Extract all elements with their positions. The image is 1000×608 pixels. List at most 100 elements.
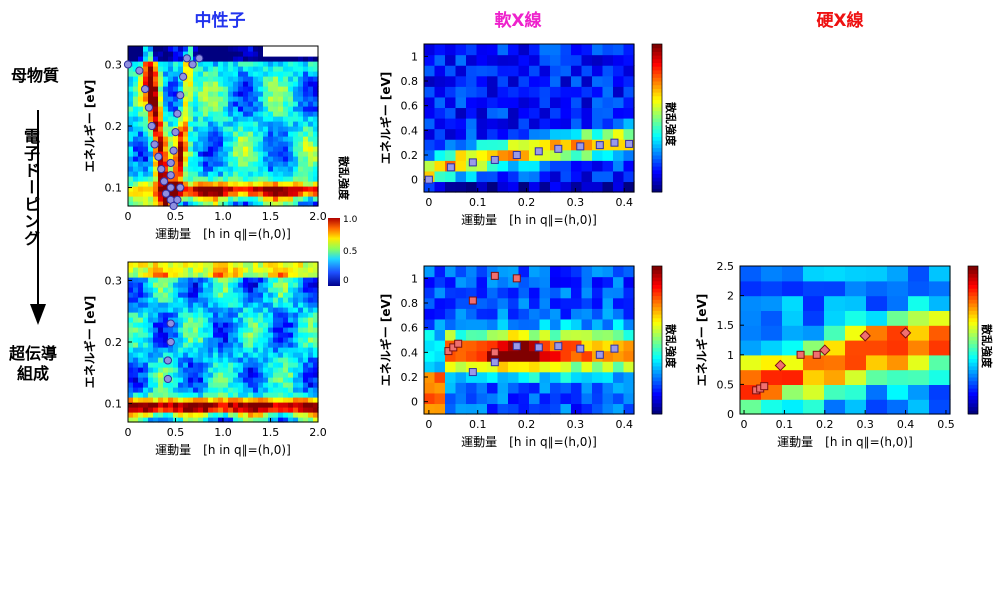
y-tick-label: 0.8 [401,297,419,310]
y-tick-label: 0.2 [105,336,123,349]
x-tick-label: 2.0 [309,210,327,223]
x-tick-label: 1.0 [214,210,232,223]
heatmap-cells [424,266,635,415]
data-point [169,146,178,155]
data-point-square [760,382,769,391]
x-tick-label: 0.4 [615,196,633,209]
y-axis-label: エネルギー [eV] [82,296,97,389]
x-tick-label: 0.2 [816,418,834,431]
neutron-colorbar: 散乱強度 1.0 0.5 0 [328,156,358,286]
data-point-red [490,271,499,280]
y-axis-label: エネルギー [eV] [694,294,709,387]
data-point [166,158,175,168]
data-point [160,177,169,186]
y-tick-label: 0.6 [401,100,419,113]
y-tick-label: 0.1 [105,398,123,411]
y-tick-label: 0.2 [401,371,419,384]
data-point [610,138,619,147]
chart-neutron-parent: 0 0.5 1.0 1.5 2.0 0.1 0.2 0.3 運動量 [h in q∥=(h,0)… [82,45,327,241]
data-point [173,195,182,204]
y-tick-label: 0.5 [717,378,735,391]
x-tick-label: 1.5 [262,210,280,223]
x-tick-label: 1.5 [262,426,280,439]
data-point [176,91,185,100]
y-axis-label: エネルギー [eV] [378,294,393,387]
data-point [147,121,156,131]
x-tick-label: 0.3 [567,418,585,431]
column-title-hard-xray: 硬X線 [816,11,864,31]
x-tick-label: 0.4 [615,418,633,431]
y-tick-label: 0 [411,174,418,187]
data-point [163,374,173,384]
chart-hard-sc: 0 0.1 0.2 0.3 0.4 0.5 0 0.5 1 1.5 2 2.5 運動量 [h in q∥… [694,260,994,449]
y-tick-label: 0.2 [105,120,123,133]
colorbar-title: 散乱強度 [337,156,351,201]
data-point [166,337,175,347]
data-point-diamond [859,330,871,342]
x-axis-label: 運動量 [h in q∥=(h,0)] [461,435,597,449]
y-tick-label: 1.5 [717,319,735,332]
data-point-blue [490,358,499,367]
chart-soft-sc: 0 0.1 0.2 0.3 0.4 0 0.2 0.4 0.6 0.8 1 運動量 [h in q∥=… [378,265,678,449]
data-point [512,151,521,159]
y-axis-label: エネルギー [eV] [378,72,393,165]
x-axis-label: 運動量 [h in q∥=(h,0)] [155,227,291,241]
x-tick-label: 0 [425,196,432,209]
row-label-doping: 電子ドーピング [21,128,40,247]
data-point [424,175,433,184]
colorbar-label: 散乱強度 [664,102,678,147]
colorbar-tick-1: 1.0 [343,215,358,225]
colorbar [968,266,978,415]
column-title-soft-xray: 軟X線 [494,11,542,31]
data-point [179,72,188,81]
column-title-neutron: 中性子 [194,11,246,31]
data-point-blue [554,342,563,351]
y-tick-label: 0 [727,408,734,421]
chart-neutron-sc: 0 0.5 1.0 1.5 2.0 0.1 0.2 0.3 運動量 [h in q∥=(h,0)… [82,261,327,457]
data-point [554,144,563,153]
plot-frame [739,265,951,415]
x-tick-label: 0.1 [776,418,794,431]
data-point-blue [595,350,604,359]
data-point [166,319,175,328]
data-point [166,183,175,192]
y-tick-label: 0.3 [105,58,123,71]
data-point [166,171,175,180]
y-tick-label: 0.8 [401,75,419,88]
data-point [490,155,499,164]
heatmap-cells [128,262,319,423]
data-point-blue [468,368,477,377]
data-point [157,164,166,174]
x-tick-label: 0 [125,426,132,439]
x-tick-label: 1.0 [214,426,232,439]
y-tick-label: 0.3 [105,274,123,287]
data-point [161,189,171,198]
x-tick-label: 0.3 [856,418,874,431]
y-tick-label: 0.2 [401,149,419,162]
data-point-blue [610,344,619,353]
row-label-parent: 母物質 [10,66,59,85]
heatmap-cells [740,266,951,415]
data-point [176,183,185,192]
x-tick-label: 0 [425,418,432,431]
colorbar [652,266,662,415]
data-point [154,152,163,161]
data-point [188,60,197,69]
data-point [150,140,159,149]
data-point-red [490,348,499,357]
data-point-diamond [774,359,787,372]
colorbar-frame [967,265,979,415]
y-tick-label: 2.5 [717,260,735,273]
data-point-red [468,296,477,305]
data-point-square [812,350,821,359]
data-point [123,60,133,69]
colorbar-frame [651,43,663,193]
x-axis-label: 運動量 [h in q∥=(h,0)] [461,213,597,227]
colorbar-tick-05: 0.5 [343,247,357,257]
data-point [195,54,204,63]
y-tick-label: 0.4 [401,124,419,137]
x-tick-label: 0.1 [469,418,487,431]
x-tick-label: 0.3 [567,196,585,209]
colorbar-label: 散乱強度 [980,324,994,369]
x-tick-label: 0.4 [897,418,915,431]
